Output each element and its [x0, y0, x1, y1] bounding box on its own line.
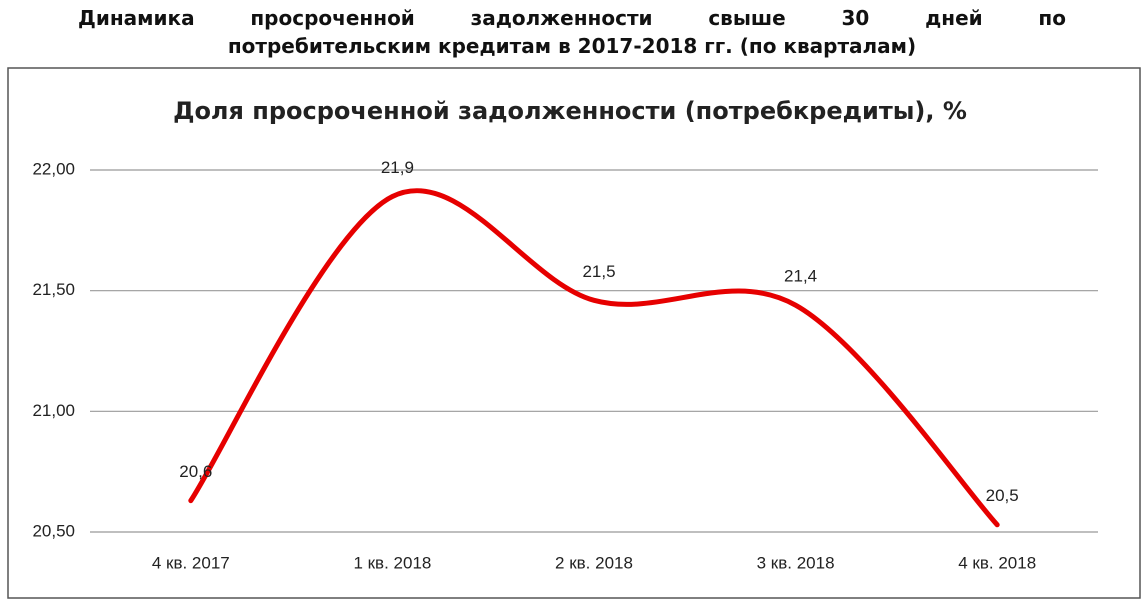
data-label: 21,5 — [582, 262, 615, 281]
x-tick-label: 4 кв. 2018 — [958, 553, 1036, 572]
x-tick-label: 1 кв. 2018 — [353, 553, 431, 572]
data-label: 20,5 — [986, 486, 1019, 505]
data-label: 21,9 — [381, 158, 414, 177]
y-tick-label: 21,50 — [32, 280, 75, 299]
chart-frame — [7, 67, 1141, 599]
chart-title: Доля просроченной задолженности (потребк… — [173, 97, 967, 125]
y-tick-label: 21,00 — [32, 401, 75, 420]
title-line: потребительским кредитам в 2017-2018 гг.… — [227, 34, 917, 58]
page-title: Динамика просроченной задолженности свыш… — [78, 4, 1066, 60]
data-label: 20,6 — [179, 462, 212, 481]
x-tick-label: 3 кв. 2018 — [757, 553, 835, 572]
data-line — [188, 188, 1000, 528]
data-label: 21,4 — [784, 267, 817, 286]
title-line: Динамика просроченной задолженности свыш… — [78, 6, 1066, 30]
x-tick-label: 2 кв. 2018 — [555, 553, 633, 572]
y-tick-label: 22,00 — [32, 159, 75, 178]
x-tick-label: 4 кв. 2017 — [152, 553, 230, 572]
y-tick-label: 20,50 — [32, 521, 75, 540]
